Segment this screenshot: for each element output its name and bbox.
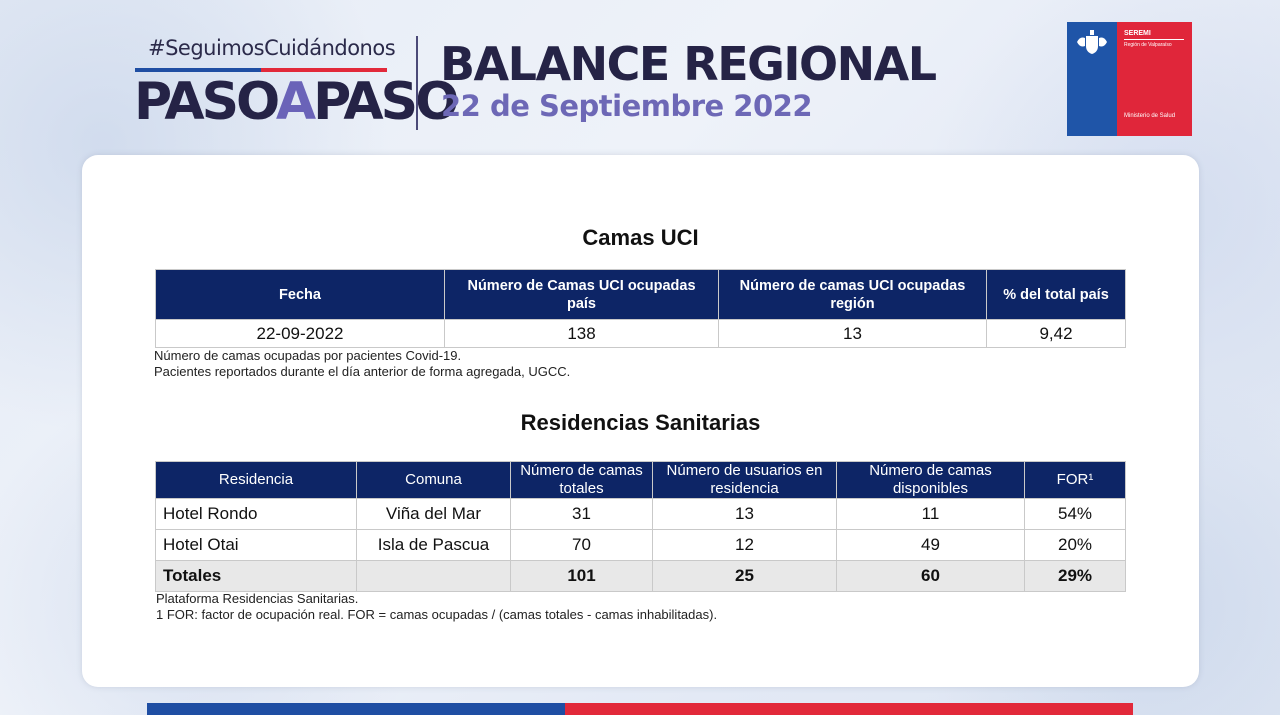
content-card: Camas UCI Fecha Número de Camas UCI ocup… — [82, 155, 1199, 687]
residence-for: 54% — [1024, 498, 1126, 530]
totals-available-beds: 60 — [836, 560, 1025, 592]
totals-row: Totales 101 25 60 29% — [155, 560, 1126, 592]
res-header-cell: Número de camas disponibles — [836, 461, 1025, 499]
seremi-region: Región de Valparaíso — [1124, 42, 1172, 48]
header-divider — [416, 36, 418, 130]
uci-header-cell: Número de camas UCI ocupadas región — [718, 269, 987, 320]
uci-note-2: Pacientes reportados durante el día ante… — [154, 364, 571, 379]
residencias-header-row: Residencia Comuna Número de camas totale… — [155, 461, 1126, 499]
totals-comuna — [356, 560, 511, 592]
res-note-2: 1 FOR: factor de ocupación real. FOR = c… — [156, 607, 718, 622]
coat-of-arms-icon — [1077, 30, 1107, 54]
logo-a: A — [275, 72, 316, 132]
seremi-label: SEREMI — [1124, 30, 1151, 37]
residence-name: Hotel Otai — [155, 529, 357, 561]
report-date: 22 de Septiembre 2022 — [441, 89, 813, 123]
residencias-notes: Plataforma Residencias Sanitarias. 1 FOR… — [156, 591, 717, 623]
totals-users: 25 — [652, 560, 837, 592]
res-header-cell: Comuna — [356, 461, 511, 499]
paso-a-paso-logo: PASOAPASO — [134, 72, 459, 132]
table-row: 22-09-2022 138 13 9,42 — [155, 319, 1126, 348]
residence-available-beds: 49 — [836, 529, 1025, 561]
residence-for: 20% — [1024, 529, 1126, 561]
hashtag-text: #SeguimosCuidándonos — [148, 36, 396, 60]
logo-paso-2: PASO — [313, 72, 459, 132]
totals-for: 29% — [1024, 560, 1126, 592]
logo-paso-1: PASO — [134, 72, 279, 132]
totals-total-beds: 101 — [510, 560, 653, 592]
res-header-cell: Número de camas totales — [510, 461, 653, 499]
seremi-logo: SEREMI Región de Valparaíso Ministerio d… — [1067, 22, 1192, 136]
res-header-cell: FOR¹ — [1024, 461, 1126, 499]
residence-users: 12 — [652, 529, 837, 561]
uci-title: Camas UCI — [582, 225, 699, 250]
residence-name: Hotel Rondo — [155, 498, 357, 530]
table-row: Hotel Otai Isla de Pascua 70 12 49 20% — [155, 529, 1126, 561]
logo-flag-bar — [135, 68, 387, 72]
residencias-title: Residencias Sanitarias — [520, 410, 761, 435]
res-note-1: Plataforma Residencias Sanitarias. — [156, 591, 359, 606]
uci-note-1: Número de camas ocupadas por pacientes C… — [154, 348, 462, 363]
ministry-label: Ministerio de Salud — [1124, 113, 1176, 119]
table-row: Hotel Rondo Viña del Mar 31 13 11 54% — [155, 498, 1126, 530]
uci-header-cell: % del total país — [986, 269, 1126, 320]
residence-total-beds: 70 — [510, 529, 653, 561]
uci-header-cell: Número de Camas UCI ocupadas país — [444, 269, 719, 320]
page-title: BALANCE REGIONAL — [440, 37, 937, 91]
residence-comuna: Viña del Mar — [356, 498, 511, 530]
residence-comuna: Isla de Pascua — [356, 529, 511, 561]
res-header-cell: Residencia — [155, 461, 357, 499]
uci-table: Fecha Número de Camas UCI ocupadas país … — [155, 269, 1126, 348]
residence-total-beds: 31 — [510, 498, 653, 530]
uci-region-cell: 13 — [718, 319, 987, 348]
uci-country-cell: 138 — [444, 319, 719, 348]
uci-header-cell: Fecha — [155, 269, 445, 320]
uci-percent-cell: 9,42 — [986, 319, 1126, 348]
residencias-table: Residencia Comuna Número de camas totale… — [155, 461, 1126, 592]
uci-date-cell: 22-09-2022 — [155, 319, 445, 348]
res-header-cell: Número de usuarios en residencia — [652, 461, 837, 499]
residence-available-beds: 11 — [836, 498, 1025, 530]
uci-notes: Número de camas ocupadas por pacientes C… — [154, 348, 570, 380]
uci-header-row: Fecha Número de Camas UCI ocupadas país … — [155, 269, 1126, 320]
residence-users: 13 — [652, 498, 837, 530]
totals-label: Totales — [155, 560, 357, 592]
bottom-flag-bar — [147, 703, 1133, 715]
